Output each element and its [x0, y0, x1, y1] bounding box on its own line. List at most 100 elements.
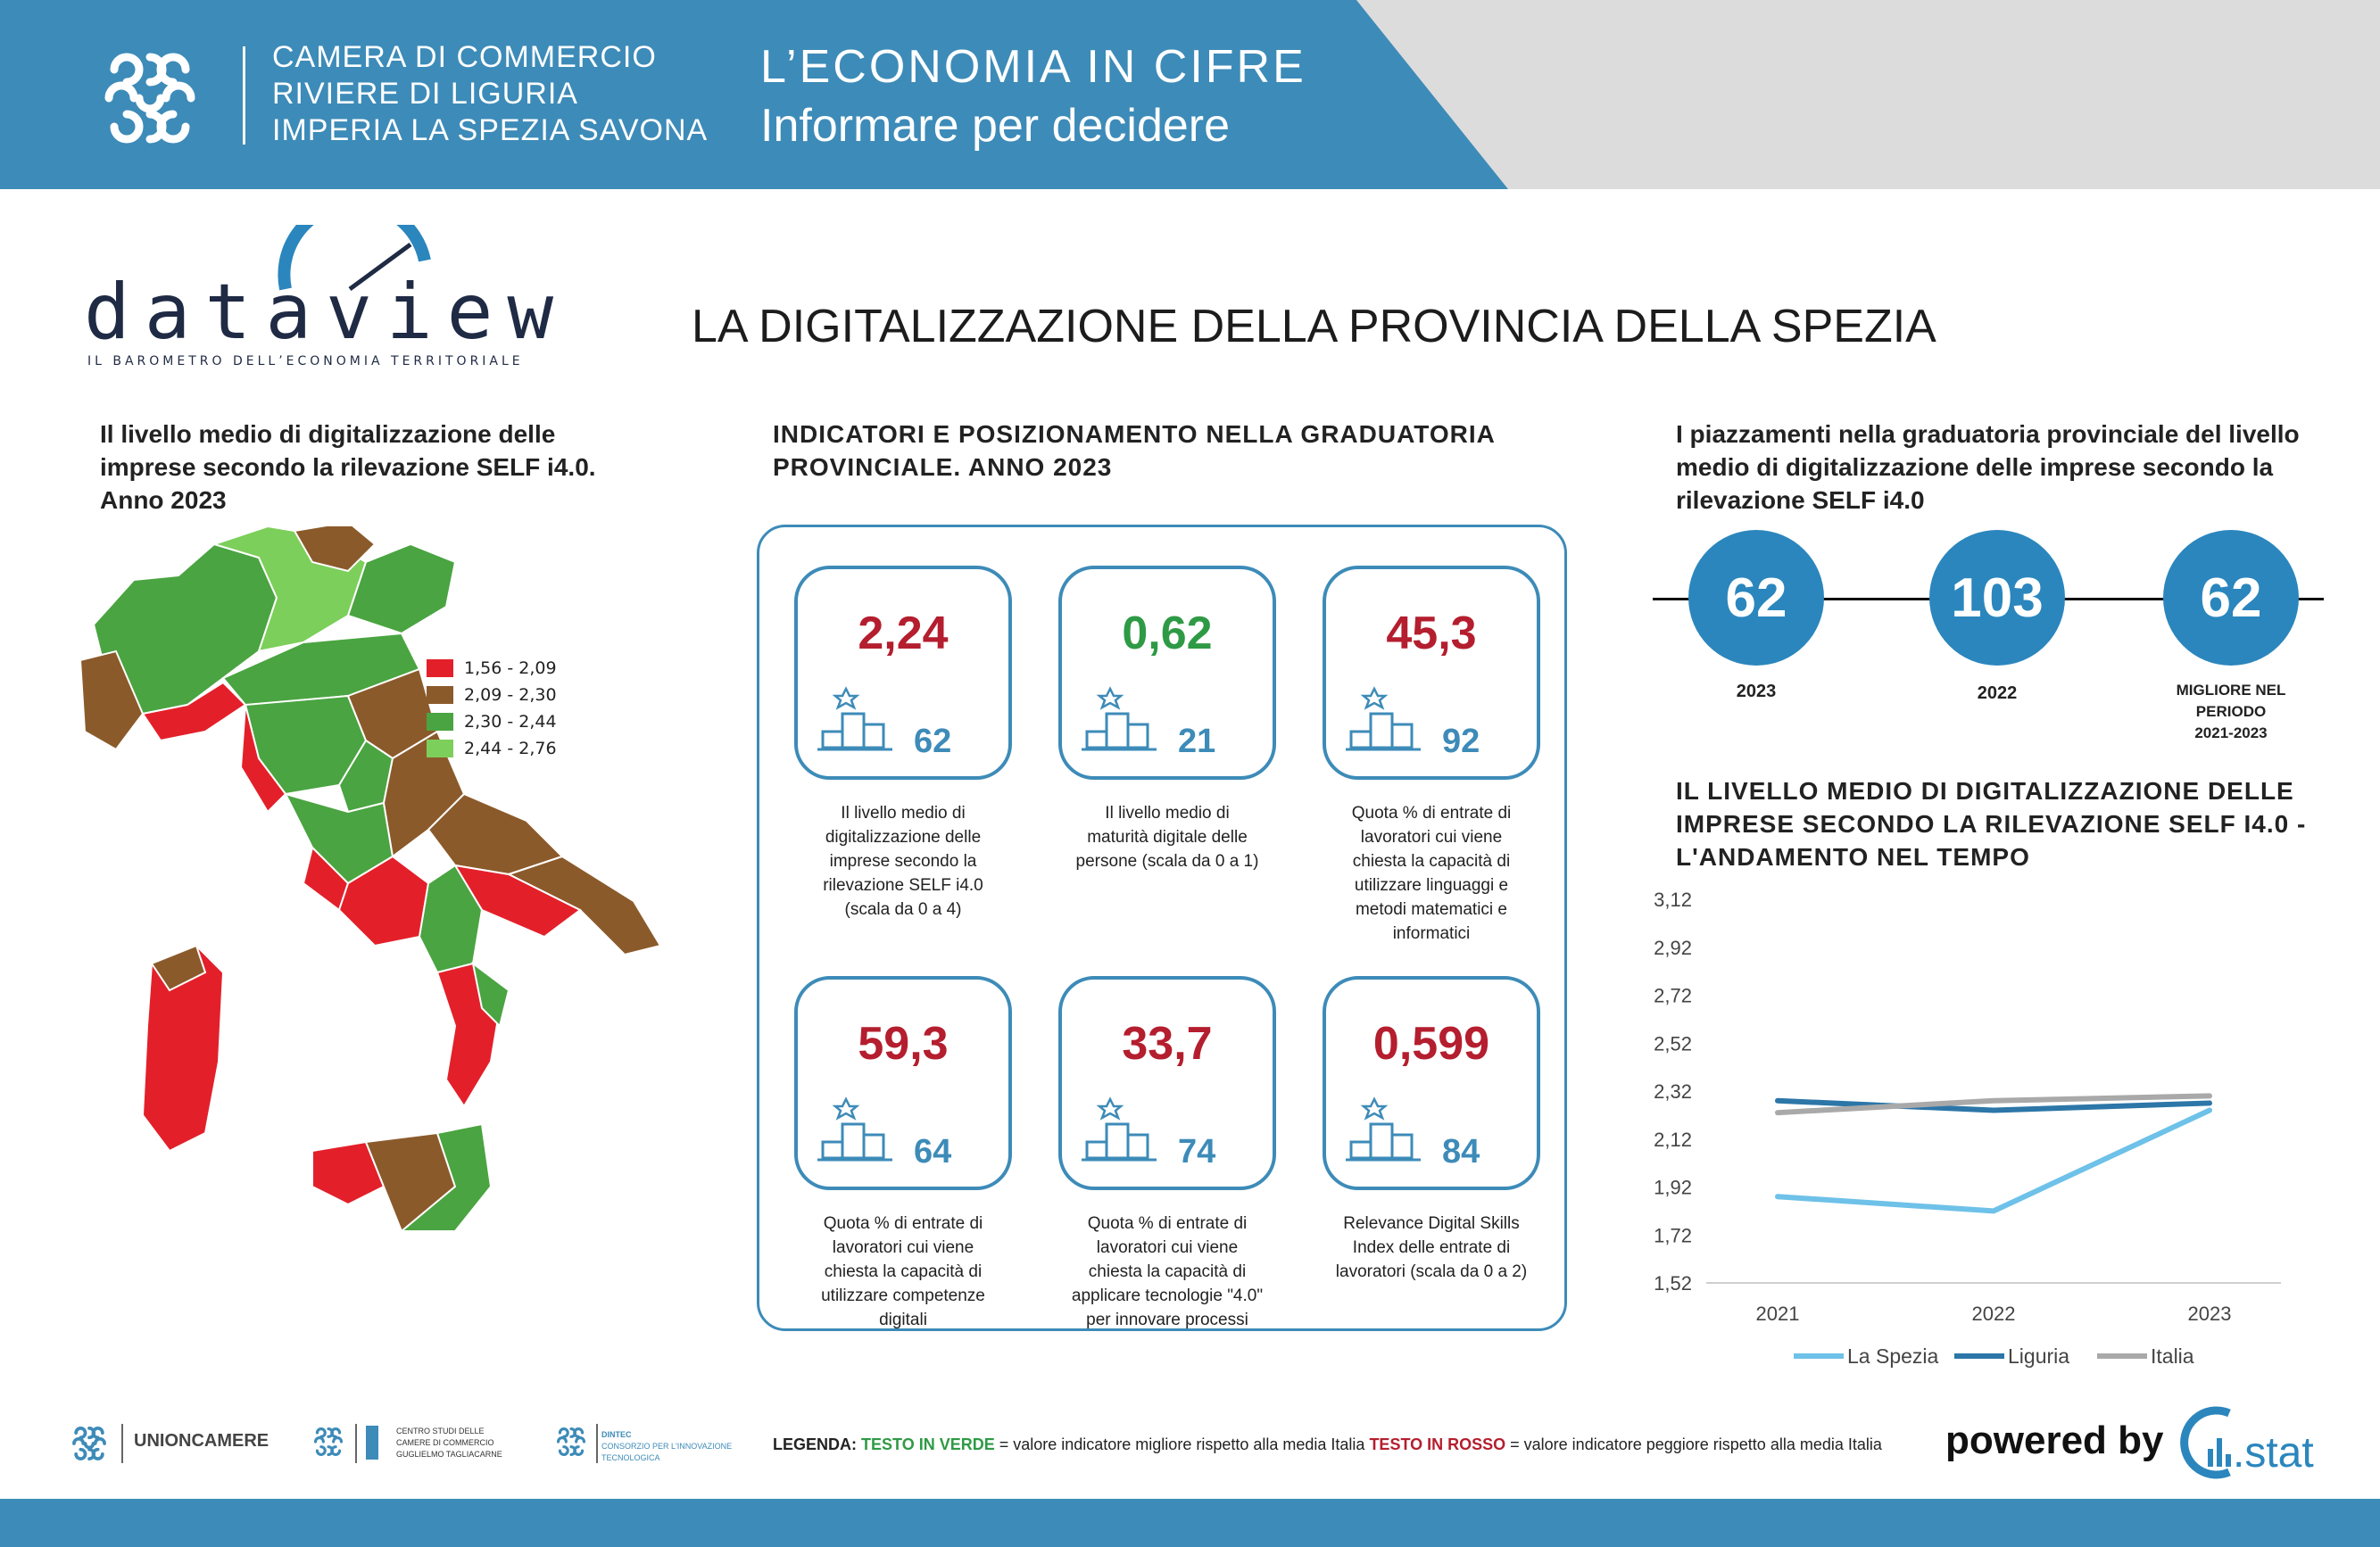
map-region-trentino [293, 526, 377, 573]
kpi-panel [757, 525, 1567, 1331]
kpi-desc-line: Quota % di entrate di [823, 1214, 983, 1233]
kpi-rank: 64 [914, 1133, 952, 1171]
x-tick-label: 2022 [1972, 1303, 2016, 1325]
kpi-rank: 62 [914, 723, 952, 760]
map-region-sardegna-north [150, 944, 207, 992]
kpi-rank: 92 [1442, 723, 1480, 760]
map-legend-item: 2,44 - 2,76 [427, 735, 557, 762]
map-legend: 1,56 - 2,09 2,09 - 2,30 2,30 - 2,44 2,44… [427, 655, 557, 762]
podium-icon [1346, 1096, 1421, 1162]
unioncamere-logo-icon [72, 1427, 106, 1460]
map-region-northeast [346, 542, 457, 635]
x-tick-label: 2023 [2188, 1303, 2232, 1325]
kpi-card: 45,3 92 [1323, 566, 1540, 780]
kpi-value: 33,7 [1122, 1018, 1213, 1070]
kpi-value: 2,24 [858, 608, 949, 659]
dintec-logo-icon [556, 1427, 586, 1457]
kpi-rank: 21 [1178, 723, 1216, 760]
kpi-card: 59,3 64 [794, 976, 1012, 1190]
ranking-circle: 62 [1688, 530, 1824, 666]
series-line [1775, 1107, 2212, 1214]
kpi-value: 0,599 [1372, 1018, 1490, 1070]
kpi-desc-line: chiesta la capacità di [824, 1262, 983, 1281]
map-region-west [80, 649, 145, 751]
kpi-desc-line: digitali [879, 1311, 927, 1329]
kpi-desc-line: lavoratori cui viene [832, 1238, 974, 1257]
y-tick-label: 2,92 [1654, 937, 1692, 959]
kpi-description: Quota % di entrate di lavoratori cui vie… [1042, 1212, 1292, 1332]
kpi-section-title: INDICATORI E POSIZIONAMENTO NELLA GRADUA… [773, 418, 1505, 484]
kpi-desc-line: informatici [1392, 924, 1471, 943]
kpi-value: 59,3 [858, 1018, 949, 1070]
legend-label: Liguria [2008, 1344, 2069, 1368]
kpi-desc-line: utilizzare linguaggi e [1354, 876, 1509, 895]
kpi-rank: 84 [1442, 1133, 1480, 1171]
legend-label: La Spezia [1847, 1344, 1939, 1368]
kpi-title-line: PROVINCIALE. ANNO 2023 [773, 453, 1113, 481]
ranking-circle: 103 [1929, 530, 2065, 666]
ranking-section-title: I piazzamenti nella graduatoria provinci… [1676, 418, 2372, 517]
header-title: L’ECONOMIA IN CIFRE Informare per decide… [760, 37, 1306, 155]
italy-choropleth-map [80, 526, 662, 1233]
kpi-desc-line: per innovare processi [1086, 1311, 1248, 1329]
chamber-name: CAMERA DI COMMERCIO RIVIERE DI LIGURIA I… [272, 39, 708, 149]
trend-title-line: IMPRESE SECONDO LA RILEVAZIONE SELF I4.0… [1676, 810, 2307, 838]
kpi-desc-line: digitalizzazione delle [825, 828, 982, 847]
footer-divider [596, 1424, 598, 1463]
legend-green-label: TESTO IN VERDE [861, 1435, 995, 1453]
header-title-line2: Informare per decidere [760, 100, 1231, 152]
map-legend-label: 1,56 - 2,09 [464, 658, 557, 678]
kpi-desc-line: lavoratori cui viene [1096, 1238, 1239, 1257]
kpi-card: 0,62 21 [1058, 566, 1276, 780]
kpi-desc-line: chiesta la capacità di [1352, 852, 1511, 871]
podium-icon [817, 686, 892, 751]
kpi-desc-line: chiesta la capacità di [1088, 1262, 1247, 1281]
kpi-desc-line: Quota % di entrate di [1087, 1214, 1248, 1233]
header-title-line1: L’ECONOMIA IN CIFRE [760, 41, 1306, 93]
map-section-title: Il livello medio di digitalizzazione del… [100, 418, 671, 517]
kpi-card: 0,599 84 [1323, 976, 1540, 1190]
cstat-label: .stat [2233, 1429, 2314, 1477]
kpi-description: Quota % di entrate di lavoratori cui vie… [1306, 801, 1556, 946]
ranking-title-line: I piazzamenti nella graduatoria provinci… [1676, 420, 2300, 448]
map-legend-label: 2,44 - 2,76 [464, 739, 557, 758]
map-title-line: Anno 2023 [100, 486, 227, 514]
legend-green-text: = valore indicatore migliore rispetto al… [994, 1435, 1370, 1453]
footer-divider [355, 1424, 357, 1463]
kpi-desc-line: Quota % di entrate di [1351, 804, 1512, 823]
ranking-label-line: 2021-2023 [2194, 724, 2268, 741]
kpi-desc-line: (scala da 0 a 4) [844, 900, 962, 919]
kpi-value: 45,3 [1386, 608, 1477, 659]
podium-icon [1082, 1096, 1157, 1162]
tagliacarne-line: GUGLIELMO TAGLIACARNE [396, 1450, 502, 1459]
dintec-line: TECNOLOGICA [601, 1453, 660, 1462]
dintec-label: DINTEC CONSORZIO PER L'INNOVAZIONE TECNO… [601, 1429, 732, 1464]
kpi-description: Il livello medio di digitalizzazione del… [778, 801, 1028, 922]
trend-title-line: IL LIVELLO MEDIO DI DIGITALIZZAZIONE DEL… [1676, 777, 2294, 805]
legend-swatch-red [427, 659, 453, 677]
trend-section-title: IL LIVELLO MEDIO DI DIGITALIZZAZIONE DEL… [1676, 774, 2372, 873]
y-tick-label: 3,12 [1654, 889, 1692, 911]
kpi-desc-line: Il livello medio di [841, 804, 966, 823]
map-legend-label: 2,30 - 2,44 [464, 712, 557, 732]
map-legend-label: 2,09 - 2,30 [464, 685, 557, 705]
y-tick-label: 2,72 [1654, 985, 1692, 1007]
trend-line-chart: 3,12 2,92 2,72 2,52 2,32 2,12 1,92 1,72 1,52 2021… [1654, 889, 2281, 1368]
kpi-value: 0,62 [1122, 608, 1213, 659]
kpi-desc-line: lavoratori (scala da 0 a 2) [1335, 1262, 1528, 1281]
map-legend-item: 2,09 - 2,30 [427, 682, 557, 708]
unioncamere-label: UNIONCAMERE [134, 1431, 270, 1451]
color-legend-note: LEGENDA: TESTO IN VERDE = valore indicat… [773, 1435, 1882, 1454]
kpi-rank: 74 [1178, 1133, 1216, 1171]
kpi-description: Il livello medio di maturità digitale de… [1042, 801, 1292, 873]
map-region-sicilia-west [311, 1140, 386, 1206]
ranking-label-line: PERIODO [2195, 703, 2267, 720]
dataview-wordmark: dataview [84, 268, 568, 357]
kpi-card: 2,24 62 [794, 566, 1012, 780]
kpi-description: Quota % di entrate di lavoratori cui vie… [778, 1212, 1028, 1332]
footer-band [0, 1499, 2380, 1547]
kpi-desc-line: maturità digitale delle [1087, 828, 1248, 847]
tagliacarne-line: CAMERE DI COMMERCIO [396, 1438, 494, 1447]
ranking-title-line: rilevazione SELF i4.0 [1676, 486, 1925, 514]
